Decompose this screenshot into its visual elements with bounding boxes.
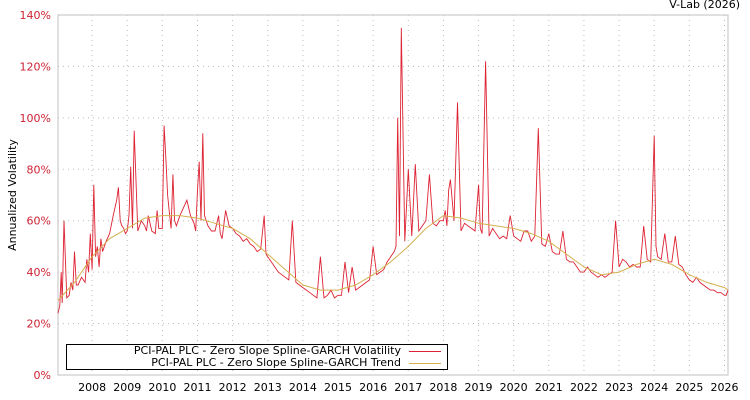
legend-item-trend: PCI-PAL PLC - Zero Slope Spline-GARCH Tr… bbox=[151, 357, 441, 369]
plot-frame bbox=[57, 14, 729, 376]
x-tick-label: 2023 bbox=[605, 381, 633, 394]
x-tick-label: 2013 bbox=[254, 381, 282, 394]
x-tick-label: 2010 bbox=[148, 381, 176, 394]
grid-lines bbox=[58, 15, 728, 375]
x-tick-label: 2024 bbox=[640, 381, 668, 394]
y-tick-label: 100% bbox=[20, 112, 51, 125]
x-tick-label: 2012 bbox=[219, 381, 247, 394]
x-tick-label: 2022 bbox=[570, 381, 598, 394]
vlab-credit: V-Lab (2026) bbox=[669, 0, 740, 11]
y-tick-label: 60% bbox=[27, 215, 51, 228]
legend-label-volatility: PCI-PAL PLC - Zero Slope Spline-GARCH Vo… bbox=[133, 344, 401, 357]
trend-line bbox=[57, 215, 729, 301]
x-tick-label: 2016 bbox=[359, 381, 387, 394]
chart-legend: PCI-PAL PLC - Zero Slope Spline-GARCH Vo… bbox=[66, 344, 448, 370]
volatility-line bbox=[57, 27, 729, 314]
y-tick-label: 80% bbox=[27, 163, 51, 176]
x-tick-label: 2018 bbox=[429, 381, 457, 394]
x-tick-label: 2019 bbox=[465, 381, 493, 394]
x-tick-label: 2020 bbox=[500, 381, 528, 394]
x-tick-label: 2008 bbox=[78, 381, 106, 394]
x-tick-label: 2015 bbox=[324, 381, 352, 394]
x-tick-label: 2026 bbox=[710, 381, 738, 394]
y-tick-label: 20% bbox=[27, 318, 51, 331]
y-tick-label: 0% bbox=[34, 369, 51, 382]
x-tick-label: 2021 bbox=[535, 381, 563, 394]
x-axis-ticks: 2008 2009 2010 2011 2012 2013 2014 2015 2016 2017… bbox=[78, 381, 738, 394]
y-tick-label: 120% bbox=[20, 60, 51, 73]
legend-swatch-trend bbox=[409, 362, 441, 364]
y-tick-label: 40% bbox=[27, 266, 51, 279]
x-tick-label: 2009 bbox=[113, 381, 141, 394]
x-tick-label: 2017 bbox=[394, 381, 422, 394]
y-axis-label: Annualized Volatility bbox=[6, 139, 19, 251]
legend-label-trend: PCI-PAL PLC - Zero Slope Spline-GARCH Tr… bbox=[151, 356, 401, 369]
x-tick-label: 2025 bbox=[675, 381, 703, 394]
legend-item-volatility: PCI-PAL PLC - Zero Slope Spline-GARCH Vo… bbox=[134, 345, 441, 357]
y-tick-label: 140% bbox=[20, 9, 51, 22]
x-tick-label: 2011 bbox=[183, 381, 211, 394]
x-tick-label: 2014 bbox=[289, 381, 317, 394]
legend-swatch-volatility bbox=[409, 350, 441, 352]
y-axis-ticks: 0% 20% 40% 60% 80% 100% 120% 140% bbox=[20, 9, 51, 382]
